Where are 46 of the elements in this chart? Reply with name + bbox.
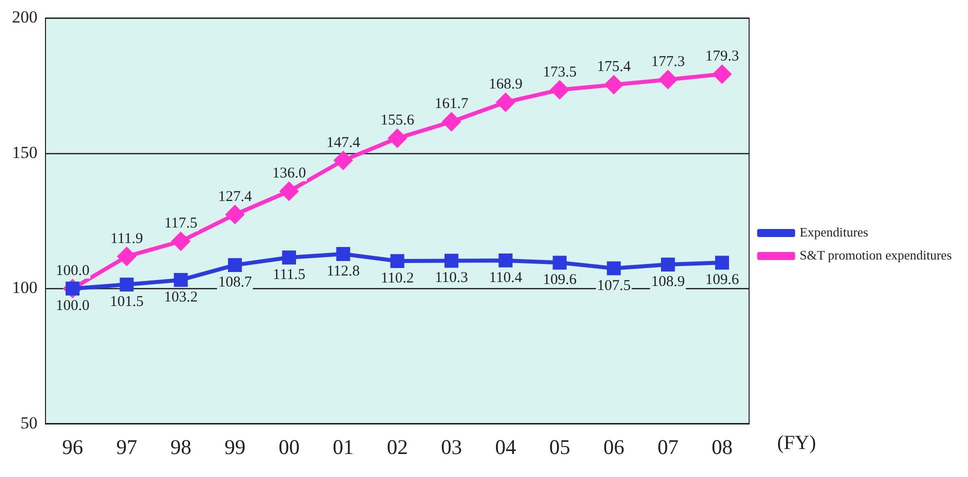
y-tick-label: 200: [12, 8, 38, 27]
x-tick-label: 08: [712, 434, 733, 459]
data-label: 173.5: [542, 64, 577, 80]
data-label: 147.4: [326, 134, 361, 151]
x-tick-label: 07: [657, 434, 678, 459]
data-label: 112.8: [326, 263, 360, 280]
data-label: 103.2: [164, 289, 198, 306]
data-label: 155.6: [380, 112, 415, 129]
data-label: 168.9: [488, 76, 522, 93]
x-tick-label: 03: [440, 434, 462, 459]
data-label: 101.5: [110, 294, 144, 310]
x-tick-label: 96: [62, 434, 84, 459]
x-tick-label: 00: [278, 434, 300, 459]
x-tick-label: 98: [170, 434, 192, 459]
data-label: 177.3: [651, 54, 685, 70]
data-label: 110.3: [434, 270, 468, 286]
data-label: 117.5: [164, 216, 198, 232]
data-label: 109.6: [542, 272, 578, 288]
data-label: 175.4: [596, 59, 632, 76]
data-label: 100.0: [56, 298, 90, 314]
x-tick-label: 04: [495, 434, 517, 459]
data-label: 108.7: [218, 274, 252, 291]
x-tick-label: 06: [603, 434, 624, 459]
data-label: 109.6: [705, 272, 740, 288]
y-tick-label: 100: [12, 278, 38, 298]
x-tick-label: 05: [549, 434, 570, 459]
data-label: 110.4: [488, 270, 523, 286]
data-label: 136.0: [272, 166, 306, 182]
data-label: 161.7: [434, 96, 469, 112]
data-label: 111.5: [272, 266, 306, 283]
data-label: 127.4: [218, 188, 252, 205]
data-label: 110.2: [380, 270, 414, 286]
y-tick-label: 150: [12, 142, 38, 162]
x-axis-title: (FY): [777, 432, 816, 454]
legend-label: Expenditures: [800, 224, 868, 240]
data-label: 100.0: [56, 263, 90, 280]
data-label: 108.9: [651, 274, 685, 290]
data-label: 107.5: [596, 278, 631, 294]
data-label: 111.9: [110, 230, 144, 247]
x-tick-label: 01: [332, 434, 354, 459]
x-tick-label: 97: [116, 434, 138, 459]
y-tick-label: 50: [20, 413, 38, 432]
data-label: 179.3: [705, 48, 739, 65]
x-tick-label: 99: [224, 434, 246, 459]
x-tick-label: 02: [386, 434, 408, 459]
legend-label: S&T promotion expenditures: [800, 247, 952, 262]
